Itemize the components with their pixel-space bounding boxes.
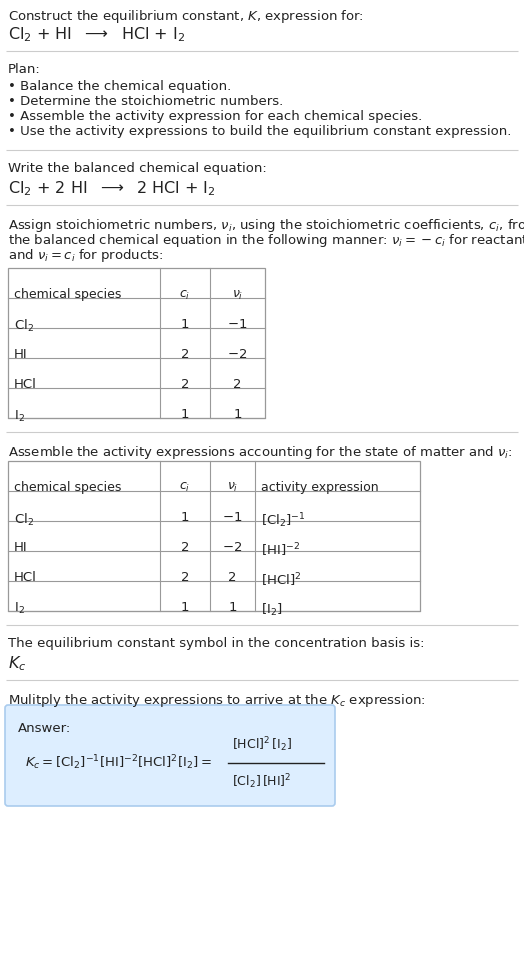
Text: 1: 1 [181, 511, 189, 524]
Text: • Determine the stoichiometric numbers.: • Determine the stoichiometric numbers. [8, 95, 283, 108]
Text: The equilibrium constant symbol in the concentration basis is:: The equilibrium constant symbol in the c… [8, 637, 424, 650]
Text: $c_i$: $c_i$ [179, 481, 191, 495]
Bar [8, 268, 265, 418]
Text: $K_c = [\mathrm{Cl_2}]^{-1} [\mathrm{HI}]^{-2} [\mathrm{HCl}]^{2} [\mathrm{I_2}]: $K_c = [\mathrm{Cl_2}]^{-1} [\mathrm{HI}… [25, 754, 212, 772]
Text: chemical species: chemical species [14, 288, 122, 301]
Text: 2: 2 [181, 348, 189, 362]
Text: $[\mathrm{HCl}]^2 \, [\mathrm{I_2}]$: $[\mathrm{HCl}]^2 \, [\mathrm{I_2}]$ [232, 735, 292, 754]
Text: Assign stoichiometric numbers, $\nu_i$, using the stoichiometric coefficients, $: Assign stoichiometric numbers, $\nu_i$, … [8, 217, 524, 234]
Text: $\mathrm{I_2}$: $\mathrm{I_2}$ [14, 601, 25, 616]
Text: 1: 1 [181, 601, 189, 614]
Text: chemical species: chemical species [14, 481, 122, 495]
Bar [8, 461, 420, 611]
Text: • Use the activity expressions to build the equilibrium constant expression.: • Use the activity expressions to build … [8, 125, 511, 138]
Text: $\nu_i$: $\nu_i$ [232, 288, 243, 301]
Text: $-1$: $-1$ [227, 319, 248, 331]
Text: and $\nu_i = c_i$ for products:: and $\nu_i = c_i$ for products: [8, 247, 163, 264]
Text: $[\mathrm{Cl_2}]^{-1}$: $[\mathrm{Cl_2}]^{-1}$ [261, 511, 305, 530]
Text: 1: 1 [181, 409, 189, 421]
Text: $-2$: $-2$ [222, 542, 243, 554]
Text: Assemble the activity expressions accounting for the state of matter and $\nu_i$: Assemble the activity expressions accoun… [8, 444, 512, 461]
Text: • Balance the chemical equation.: • Balance the chemical equation. [8, 80, 231, 93]
Text: 1: 1 [228, 601, 237, 614]
Text: $[\mathrm{HI}]^{-2}$: $[\mathrm{HI}]^{-2}$ [261, 542, 300, 559]
Text: activity expression: activity expression [261, 481, 379, 495]
Text: HCl: HCl [14, 378, 37, 391]
Text: Answer:: Answer: [18, 722, 71, 735]
Text: 2: 2 [233, 378, 242, 391]
Text: 2: 2 [181, 571, 189, 585]
Text: $[\mathrm{Cl_2}] \, [\mathrm{HI}]^2$: $[\mathrm{Cl_2}] \, [\mathrm{HI}]^2$ [232, 772, 291, 790]
Text: $[\mathrm{I_2}]$: $[\mathrm{I_2}]$ [261, 601, 282, 617]
Text: Construct the equilibrium constant, $K$, expression for:: Construct the equilibrium constant, $K$,… [8, 8, 364, 25]
Text: 2: 2 [181, 542, 189, 554]
Text: the balanced chemical equation in the following manner: $\nu_i = -c_i$ for react: the balanced chemical equation in the fo… [8, 232, 524, 249]
Text: 1: 1 [181, 319, 189, 331]
Text: 2: 2 [228, 571, 237, 585]
Text: HI: HI [14, 542, 28, 554]
Text: Mulitply the activity expressions to arrive at the $K_c$ expression:: Mulitply the activity expressions to arr… [8, 692, 426, 709]
Text: $c_i$: $c_i$ [179, 288, 191, 301]
Text: $\mathrm{Cl_2}$ + HI  $\longrightarrow$  HCl + $\mathrm{I_2}$: $\mathrm{Cl_2}$ + HI $\longrightarrow$ H… [8, 25, 185, 44]
Text: $[\mathrm{HCl}]^{2}$: $[\mathrm{HCl}]^{2}$ [261, 571, 301, 589]
Text: $\mathrm{Cl_2}$ + 2 HI  $\longrightarrow$  2 HCl + $\mathrm{I_2}$: $\mathrm{Cl_2}$ + 2 HI $\longrightarrow$… [8, 179, 216, 198]
Text: $\nu_i$: $\nu_i$ [227, 481, 238, 495]
FancyBboxPatch shape [5, 705, 335, 806]
Text: HCl: HCl [14, 571, 37, 585]
Text: 2: 2 [181, 378, 189, 391]
Text: $-2$: $-2$ [227, 348, 248, 362]
Text: $\mathrm{I_2}$: $\mathrm{I_2}$ [14, 409, 25, 424]
Text: $K_c$: $K_c$ [8, 654, 26, 673]
Text: Plan:: Plan: [8, 63, 41, 76]
Text: Write the balanced chemical equation:: Write the balanced chemical equation: [8, 162, 267, 175]
Text: 1: 1 [233, 409, 242, 421]
Text: • Assemble the activity expression for each chemical species.: • Assemble the activity expression for e… [8, 110, 422, 123]
Text: HI: HI [14, 348, 28, 362]
Text: $\mathrm{Cl_2}$: $\mathrm{Cl_2}$ [14, 319, 34, 335]
Text: $\mathrm{Cl_2}$: $\mathrm{Cl_2}$ [14, 511, 34, 527]
Text: $-1$: $-1$ [222, 511, 243, 524]
